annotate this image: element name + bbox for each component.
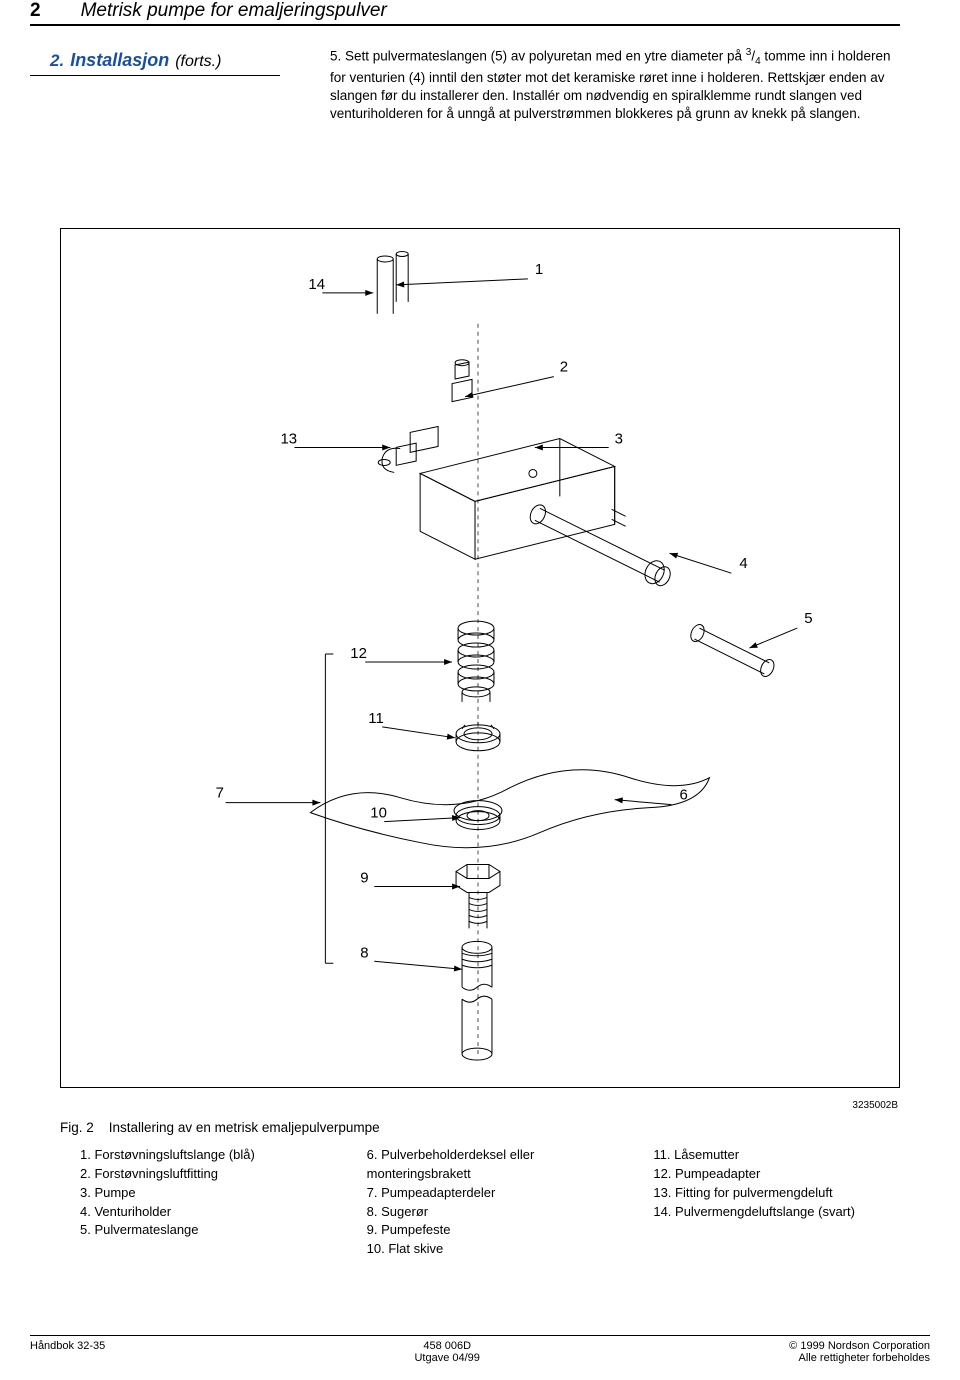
legend-item: 4. Venturiholder (80, 1203, 327, 1222)
section-number: 2. (50, 51, 64, 71)
section-continuation: (forts.) (175, 53, 221, 71)
footer-center: 458 006D Utgave 04/99 (414, 1340, 479, 1364)
svg-text:7: 7 (216, 785, 224, 802)
figure-code: 3235002B (852, 1100, 898, 1111)
legend-item: 2. Forstøvningsluftfitting (80, 1165, 327, 1184)
footer-right-top: © 1999 Nordson Corporation (789, 1340, 930, 1352)
footer-center-bottom: Utgave 04/99 (414, 1352, 479, 1364)
legend-item: 13. Fitting for pulvermengdeluft (653, 1184, 900, 1203)
legend-col-2: 6. Pulverbeholderdeksel eller monterings… (367, 1146, 614, 1259)
svg-text:6: 6 (680, 787, 688, 804)
svg-text:1: 1 (535, 261, 543, 278)
body-paragraph: 5. Sett pulvermateslangen (5) av polyure… (330, 46, 900, 123)
legend: 1. Forstøvningsluftslange (blå)2. Forstø… (80, 1146, 900, 1259)
svg-text:14: 14 (308, 276, 325, 293)
legend-item: 7. Pumpeadapterdeler (367, 1184, 614, 1203)
svg-text:8: 8 (360, 944, 368, 961)
figure-caption-prefix: Fig. 2 (60, 1120, 94, 1135)
svg-text:9: 9 (360, 869, 368, 886)
legend-item: 8. Sugerør (367, 1203, 614, 1222)
svg-text:12: 12 (350, 645, 367, 662)
legend-item: 6. Pulverbeholderdeksel eller monterings… (367, 1146, 614, 1184)
step-number: 5. (330, 49, 341, 64)
legend-col-1: 1. Forstøvningsluftslange (blå)2. Forstø… (80, 1146, 327, 1259)
footer-left: Håndbok 32-35 (30, 1340, 105, 1364)
footer-right: © 1999 Nordson Corporation Alle rettighe… (789, 1340, 930, 1364)
legend-item: 10. Flat skive (367, 1240, 614, 1259)
footer-center-top: 458 006D (414, 1340, 479, 1352)
legend-item: 14. Pulvermengdeluftslange (svart) (653, 1203, 900, 1222)
figure-caption: Fig. 2 Installering av en metrisk emalje… (60, 1120, 380, 1135)
section-title: Installasjon (70, 50, 169, 71)
svg-text:10: 10 (370, 805, 387, 822)
footer: Håndbok 32-35 458 006D Utgave 04/99 © 19… (30, 1335, 930, 1364)
legend-item: 12. Pumpeadapter (653, 1165, 900, 1184)
figure-frame: 1 14 2 13 3 4 5 12 11 7 10 6 9 8 (60, 228, 900, 1088)
document-title: Metrisk pumpe for emaljeringspulver (81, 0, 387, 22)
exploded-view-diagram: 1 14 2 13 3 4 5 12 11 7 10 6 9 8 (61, 229, 899, 1087)
body-text-a: Sett pulvermateslangen (5) av polyuretan… (345, 49, 746, 64)
figure-caption-text: Installering av en metrisk emaljepulverp… (109, 1120, 380, 1135)
legend-item: 3. Pumpe (80, 1184, 327, 1203)
legend-item: 9. Pumpefeste (367, 1221, 614, 1240)
svg-text:5: 5 (804, 610, 812, 627)
svg-text:3: 3 (615, 431, 623, 448)
footer-right-bottom: Alle rettigheter forbeholdes (789, 1352, 930, 1364)
legend-item: 11. Låsemutter (653, 1146, 900, 1165)
svg-text:4: 4 (739, 555, 747, 572)
svg-text:2: 2 (560, 359, 568, 376)
legend-item: 5. Pulvermateslange (80, 1221, 327, 1240)
svg-text:11: 11 (368, 710, 384, 727)
bracket-7 (325, 654, 333, 963)
svg-text:13: 13 (280, 431, 297, 448)
page-number: 2 (30, 0, 41, 22)
heading-rule (30, 75, 280, 76)
header-bar: 2 Metrisk pumpe for emaljeringspulver (30, 0, 900, 26)
legend-col-3: 11. Låsemutter12. Pumpeadapter13. Fittin… (653, 1146, 900, 1259)
legend-item: 1. Forstøvningsluftslange (blå) (80, 1146, 327, 1165)
